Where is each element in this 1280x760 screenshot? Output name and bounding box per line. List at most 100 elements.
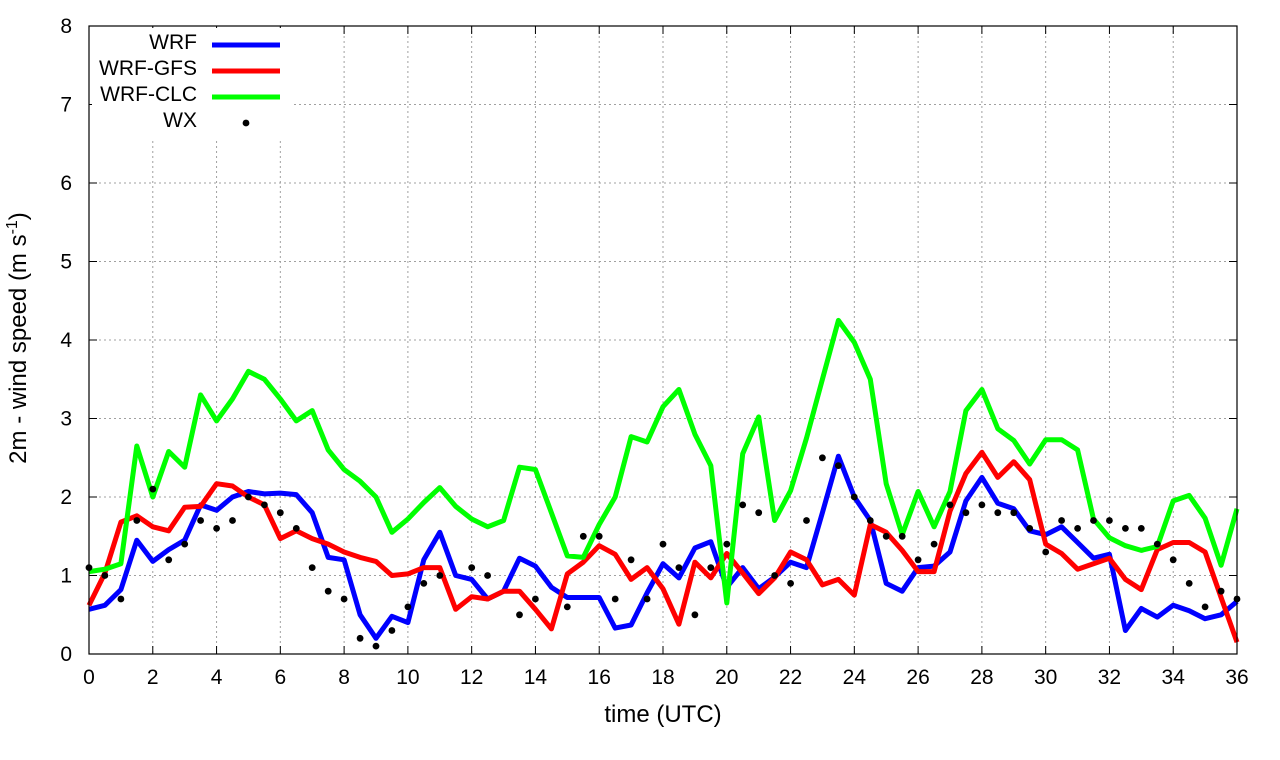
data-point-wx xyxy=(292,525,300,532)
data-point-wx xyxy=(1106,517,1113,524)
series-line-wrf-gfs xyxy=(86,449,1240,644)
data-point-wx xyxy=(1026,525,1034,532)
legend-label-wx: WX xyxy=(163,109,197,132)
data-point-wx xyxy=(755,509,763,517)
x-tick-label: 36 xyxy=(1225,666,1248,689)
x-tick-label: 14 xyxy=(524,666,548,689)
data-point-wx xyxy=(771,572,778,579)
x-tick-label: 8 xyxy=(338,666,350,689)
data-point-wx xyxy=(675,564,683,571)
x-tick-label: 6 xyxy=(274,666,286,689)
y-axis-title-close: ) xyxy=(5,212,32,220)
data-point-wx xyxy=(595,532,603,540)
y-tick-label: 2 xyxy=(60,486,72,509)
data-point-wx xyxy=(1217,587,1225,595)
data-point-wx xyxy=(229,517,236,524)
data-point-wx xyxy=(1201,603,1209,611)
data-point-wx xyxy=(308,564,316,571)
x-tick-label: 30 xyxy=(1034,666,1057,689)
y-axis-title: 2m - wind speed (m s-1) xyxy=(4,212,32,464)
data-point-wx xyxy=(149,485,157,493)
x-tick-label: 4 xyxy=(211,666,223,689)
data-point-wx xyxy=(276,509,284,517)
series-layer xyxy=(85,317,1241,650)
x-tick-label: 16 xyxy=(588,666,611,689)
data-point-wx xyxy=(930,540,938,548)
data-point-wx xyxy=(1169,556,1177,564)
data-point-wx xyxy=(707,564,715,571)
data-point-wx xyxy=(866,517,874,524)
data-point-wx xyxy=(213,525,221,532)
x-tick-label: 2 xyxy=(147,666,159,689)
data-point-wx xyxy=(324,587,332,595)
data-point-wx xyxy=(1042,548,1050,556)
data-point-wx xyxy=(101,572,109,579)
y-tick-label: 4 xyxy=(60,329,72,352)
x-tick-label: 22 xyxy=(779,666,802,689)
x-tick-label: 24 xyxy=(843,666,867,689)
x-tick-label: 12 xyxy=(460,666,483,689)
data-point-wx xyxy=(611,595,619,603)
data-point-wx xyxy=(563,603,571,611)
y-tick-label: 1 xyxy=(60,565,72,588)
data-point-wx xyxy=(850,493,858,501)
data-point-wx xyxy=(133,517,141,524)
data-point-wx xyxy=(484,572,491,579)
data-point-wx xyxy=(1122,525,1129,532)
data-point-wx xyxy=(994,509,1002,517)
data-point-wx xyxy=(1074,525,1081,532)
legend-label-wrf: WRF xyxy=(149,31,197,54)
data-point-wx xyxy=(691,611,699,619)
x-tick-label: 34 xyxy=(1162,666,1186,689)
tick-layer: 0 2 4 6 8 10 12 14 16 18 20 22 24 26 28 30 32 34 360123456… xyxy=(60,15,1248,689)
data-point-wx xyxy=(261,501,268,509)
x-tick-label: 0 xyxy=(83,666,95,689)
data-point-wx xyxy=(946,501,954,509)
x-tick-label: 28 xyxy=(970,666,993,689)
data-point-wx xyxy=(436,572,444,579)
data-point-wx xyxy=(1010,509,1018,517)
data-point-wx xyxy=(723,540,731,548)
data-point-wx xyxy=(516,611,523,619)
legend-label-wrf-clc: WRF-CLC xyxy=(100,83,197,106)
data-point-wx xyxy=(978,501,986,509)
data-point-wx xyxy=(404,603,412,611)
data-point-wx xyxy=(245,493,252,501)
data-point-wx xyxy=(1090,517,1097,524)
data-point-wx xyxy=(197,517,205,524)
data-point-wx xyxy=(468,564,476,571)
data-point-wx xyxy=(1185,580,1193,587)
data-point-wx xyxy=(659,540,667,548)
legend-label-wrf-gfs: WRF-GFS xyxy=(99,57,197,80)
data-point-wx xyxy=(787,580,794,587)
data-point-wx xyxy=(117,595,125,603)
series-line-wrf-clc xyxy=(88,317,1240,606)
y-tick-label: 7 xyxy=(60,94,72,117)
data-point-wx xyxy=(1137,525,1145,532)
data-point-wx xyxy=(803,517,810,524)
data-point-wx xyxy=(898,532,906,540)
y-tick-label: 8 xyxy=(60,15,72,38)
data-point-wx xyxy=(532,595,539,603)
x-axis-title: time (UTC) xyxy=(604,701,721,728)
legend: WRF WRF-GFS WRF-CLC WX xyxy=(92,28,292,138)
data-point-wx xyxy=(579,532,587,540)
data-point-wx xyxy=(1058,517,1065,524)
y-axis-title-superscript: -1 xyxy=(4,220,21,234)
y-axis-title-main: 2m - wind speed (m s xyxy=(5,234,32,463)
x-tick-label: 26 xyxy=(906,666,929,689)
data-point-wx xyxy=(627,556,635,564)
data-point-wx xyxy=(420,580,428,587)
data-point-wx xyxy=(835,462,842,469)
x-tick-label: 10 xyxy=(396,666,419,689)
data-point-wx xyxy=(739,501,747,509)
data-point-wx xyxy=(819,454,826,462)
y-tick-label: 3 xyxy=(60,408,72,431)
x-tick-label: 32 xyxy=(1098,666,1121,689)
x-tick-label: 20 xyxy=(715,666,738,689)
data-point-wx xyxy=(372,642,380,650)
data-point-wx xyxy=(1153,540,1161,548)
data-point-wx xyxy=(165,556,173,564)
